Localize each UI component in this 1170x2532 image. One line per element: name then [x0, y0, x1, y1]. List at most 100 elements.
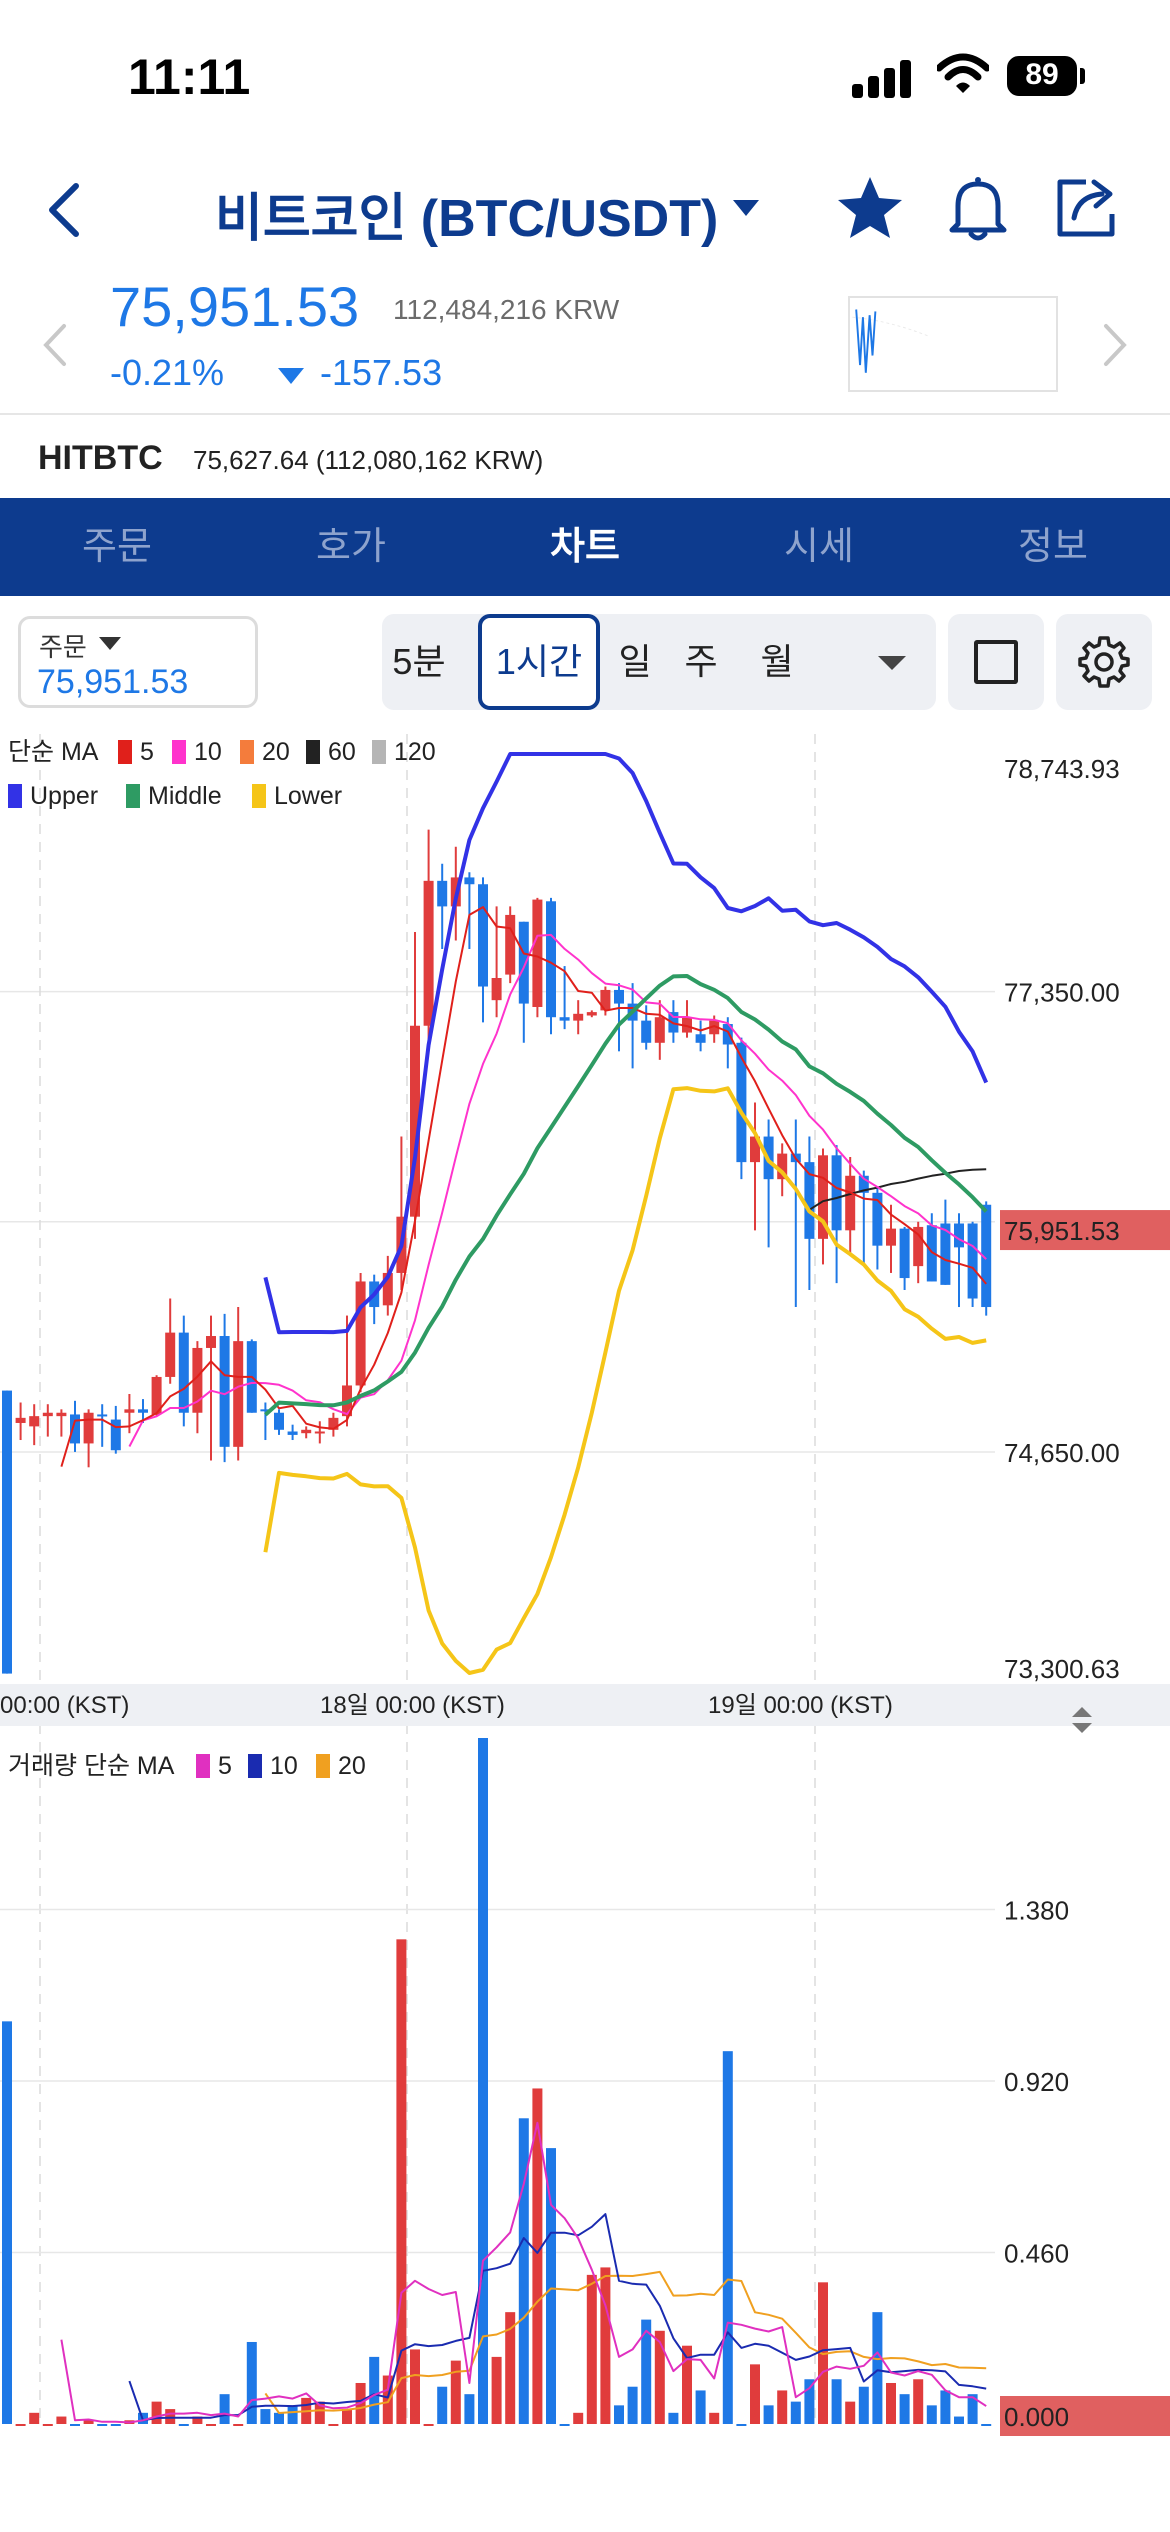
- legend-label: 10: [270, 1752, 298, 1780]
- candle: [573, 1013, 584, 1021]
- chart-toolbar: 주문 75,951.53 5분 1시간 일 주 월: [0, 596, 1170, 730]
- candle: [614, 989, 624, 1004]
- legend-label: Upper: [30, 782, 98, 810]
- volume-bar: [246, 2341, 257, 2424]
- legend-label: Lower: [274, 782, 342, 810]
- volume-bar: [586, 2274, 597, 2424]
- volume-bar: [682, 2345, 692, 2424]
- caret-down-icon: [99, 637, 121, 650]
- volume-bar: [328, 2424, 339, 2426]
- candle: [532, 899, 543, 1007]
- tab-order[interactable]: 주문: [82, 526, 152, 568]
- volume-bar: [151, 2401, 162, 2424]
- volume-axis-label: 0.920: [1004, 2067, 1069, 2097]
- price-axis-label: 77,350.00: [1004, 978, 1120, 1008]
- volume-bar: [260, 2409, 271, 2424]
- tab-orderbook[interactable]: 호가: [316, 526, 386, 568]
- volume-bar: [722, 2051, 733, 2424]
- volume-bar: [464, 2394, 475, 2424]
- volume-zero-badge: [1000, 2396, 1170, 2436]
- star-icon[interactable]: [836, 174, 904, 242]
- candle: [29, 1416, 40, 1427]
- volume-bar: [97, 2424, 108, 2426]
- candle: [709, 1020, 720, 1035]
- legend-label: 20: [338, 1752, 366, 1780]
- volume-bar: [654, 2330, 665, 2424]
- volume-ma-10-line: [128, 2213, 987, 2422]
- volume-bar: [437, 2386, 448, 2424]
- volume-bar: [886, 2382, 896, 2424]
- candle: [981, 1204, 992, 1308]
- battery-level: 89: [1025, 58, 1059, 91]
- candle: [600, 989, 611, 1011]
- share-icon[interactable]: [1052, 174, 1120, 240]
- candle: [804, 1162, 815, 1239]
- time-axis-label: 00:00 (KST): [0, 1692, 129, 1719]
- candle: [70, 1414, 80, 1444]
- bell-icon[interactable]: [944, 174, 1012, 244]
- period-day[interactable]: 일: [618, 641, 652, 682]
- volume-bar: [396, 1939, 407, 2424]
- legend-label: 20: [262, 738, 290, 766]
- period-week[interactable]: 주: [684, 641, 718, 682]
- legend-label: 10: [194, 738, 222, 766]
- volume-bar: [872, 2312, 883, 2424]
- candle: [301, 1429, 312, 1434]
- volume-bar: [546, 2148, 556, 2424]
- back-icon[interactable]: [40, 180, 90, 240]
- period-selector: 5분 1시간 일 주 월: [382, 614, 936, 710]
- tab-info[interactable]: 정보: [1018, 526, 1088, 568]
- volume-bar: [750, 2364, 760, 2424]
- current-price-label: 75,951.53: [1004, 1216, 1120, 1246]
- time-axis-label: 18일 00:00 (KST): [320, 1692, 505, 1719]
- gear-icon: [1078, 636, 1130, 688]
- fullscreen-button[interactable]: [948, 614, 1044, 710]
- volume-axis-label: 0.460: [1004, 2239, 1069, 2269]
- candle: [206, 1336, 216, 1348]
- period-5min[interactable]: 5분: [392, 641, 446, 682]
- price-axis-label: 78,743.93: [1004, 754, 1120, 784]
- candle: [505, 914, 516, 975]
- legend-label: 60: [328, 738, 356, 766]
- price-chart[interactable]: 78,743.9377,350.0076,000.0074,650.0073,3…: [0, 728, 1170, 2443]
- candle: [328, 1417, 339, 1430]
- caret-down-icon[interactable]: [733, 198, 759, 218]
- bollinger-middle-line: [264, 974, 988, 1417]
- period-month[interactable]: 월: [760, 641, 794, 682]
- next-coin-icon[interactable]: [1100, 322, 1130, 368]
- volume-bar: [926, 2405, 937, 2424]
- candle: [192, 1347, 203, 1413]
- candle: [233, 1341, 244, 1447]
- price-axis-label: 73,300.63: [1004, 1654, 1120, 1684]
- legend-swatch: [8, 784, 22, 808]
- pair-title[interactable]: 비트코인 (BTC/USDT): [215, 190, 719, 248]
- candle: [15, 1417, 26, 1423]
- change-percent: -0.21%: [110, 352, 225, 393]
- tab-chart[interactable]: 차트: [550, 526, 620, 568]
- wifi-icon: [937, 53, 989, 93]
- order-price-box[interactable]: 주문 75,951.53: [18, 616, 258, 708]
- volume-bar: [940, 2390, 951, 2424]
- exchange-price: 75,627.64 (112,080,162 KRW): [193, 445, 544, 475]
- candle: [954, 1223, 964, 1248]
- legend-swatch: [372, 740, 386, 764]
- caret-down-icon[interactable]: [878, 654, 906, 672]
- volume-bar: [314, 2401, 325, 2424]
- settings-button[interactable]: [1056, 614, 1152, 710]
- volume-bar: [790, 2401, 801, 2424]
- volume-bar: [287, 2405, 298, 2424]
- legend-label: 5: [140, 738, 154, 766]
- exchange-info: HITBTC 75,627.64 (112,080,162 KRW): [0, 417, 1170, 499]
- volume-bar: [695, 2390, 706, 2424]
- candle: [260, 1409, 271, 1412]
- scale-down-icon: [1072, 1723, 1092, 1733]
- mini-price-chart[interactable]: [848, 296, 1058, 392]
- period-1hour[interactable]: 1시간: [478, 614, 600, 710]
- candle: [83, 1412, 94, 1444]
- legend-label: 거래량 단순 MA: [8, 1752, 175, 1780]
- previous-coin-icon[interactable]: [40, 322, 70, 368]
- candle: [287, 1431, 298, 1435]
- tab-market-price[interactable]: 시세: [784, 526, 854, 568]
- volume-bar: [274, 2412, 284, 2424]
- legend-swatch: [126, 784, 140, 808]
